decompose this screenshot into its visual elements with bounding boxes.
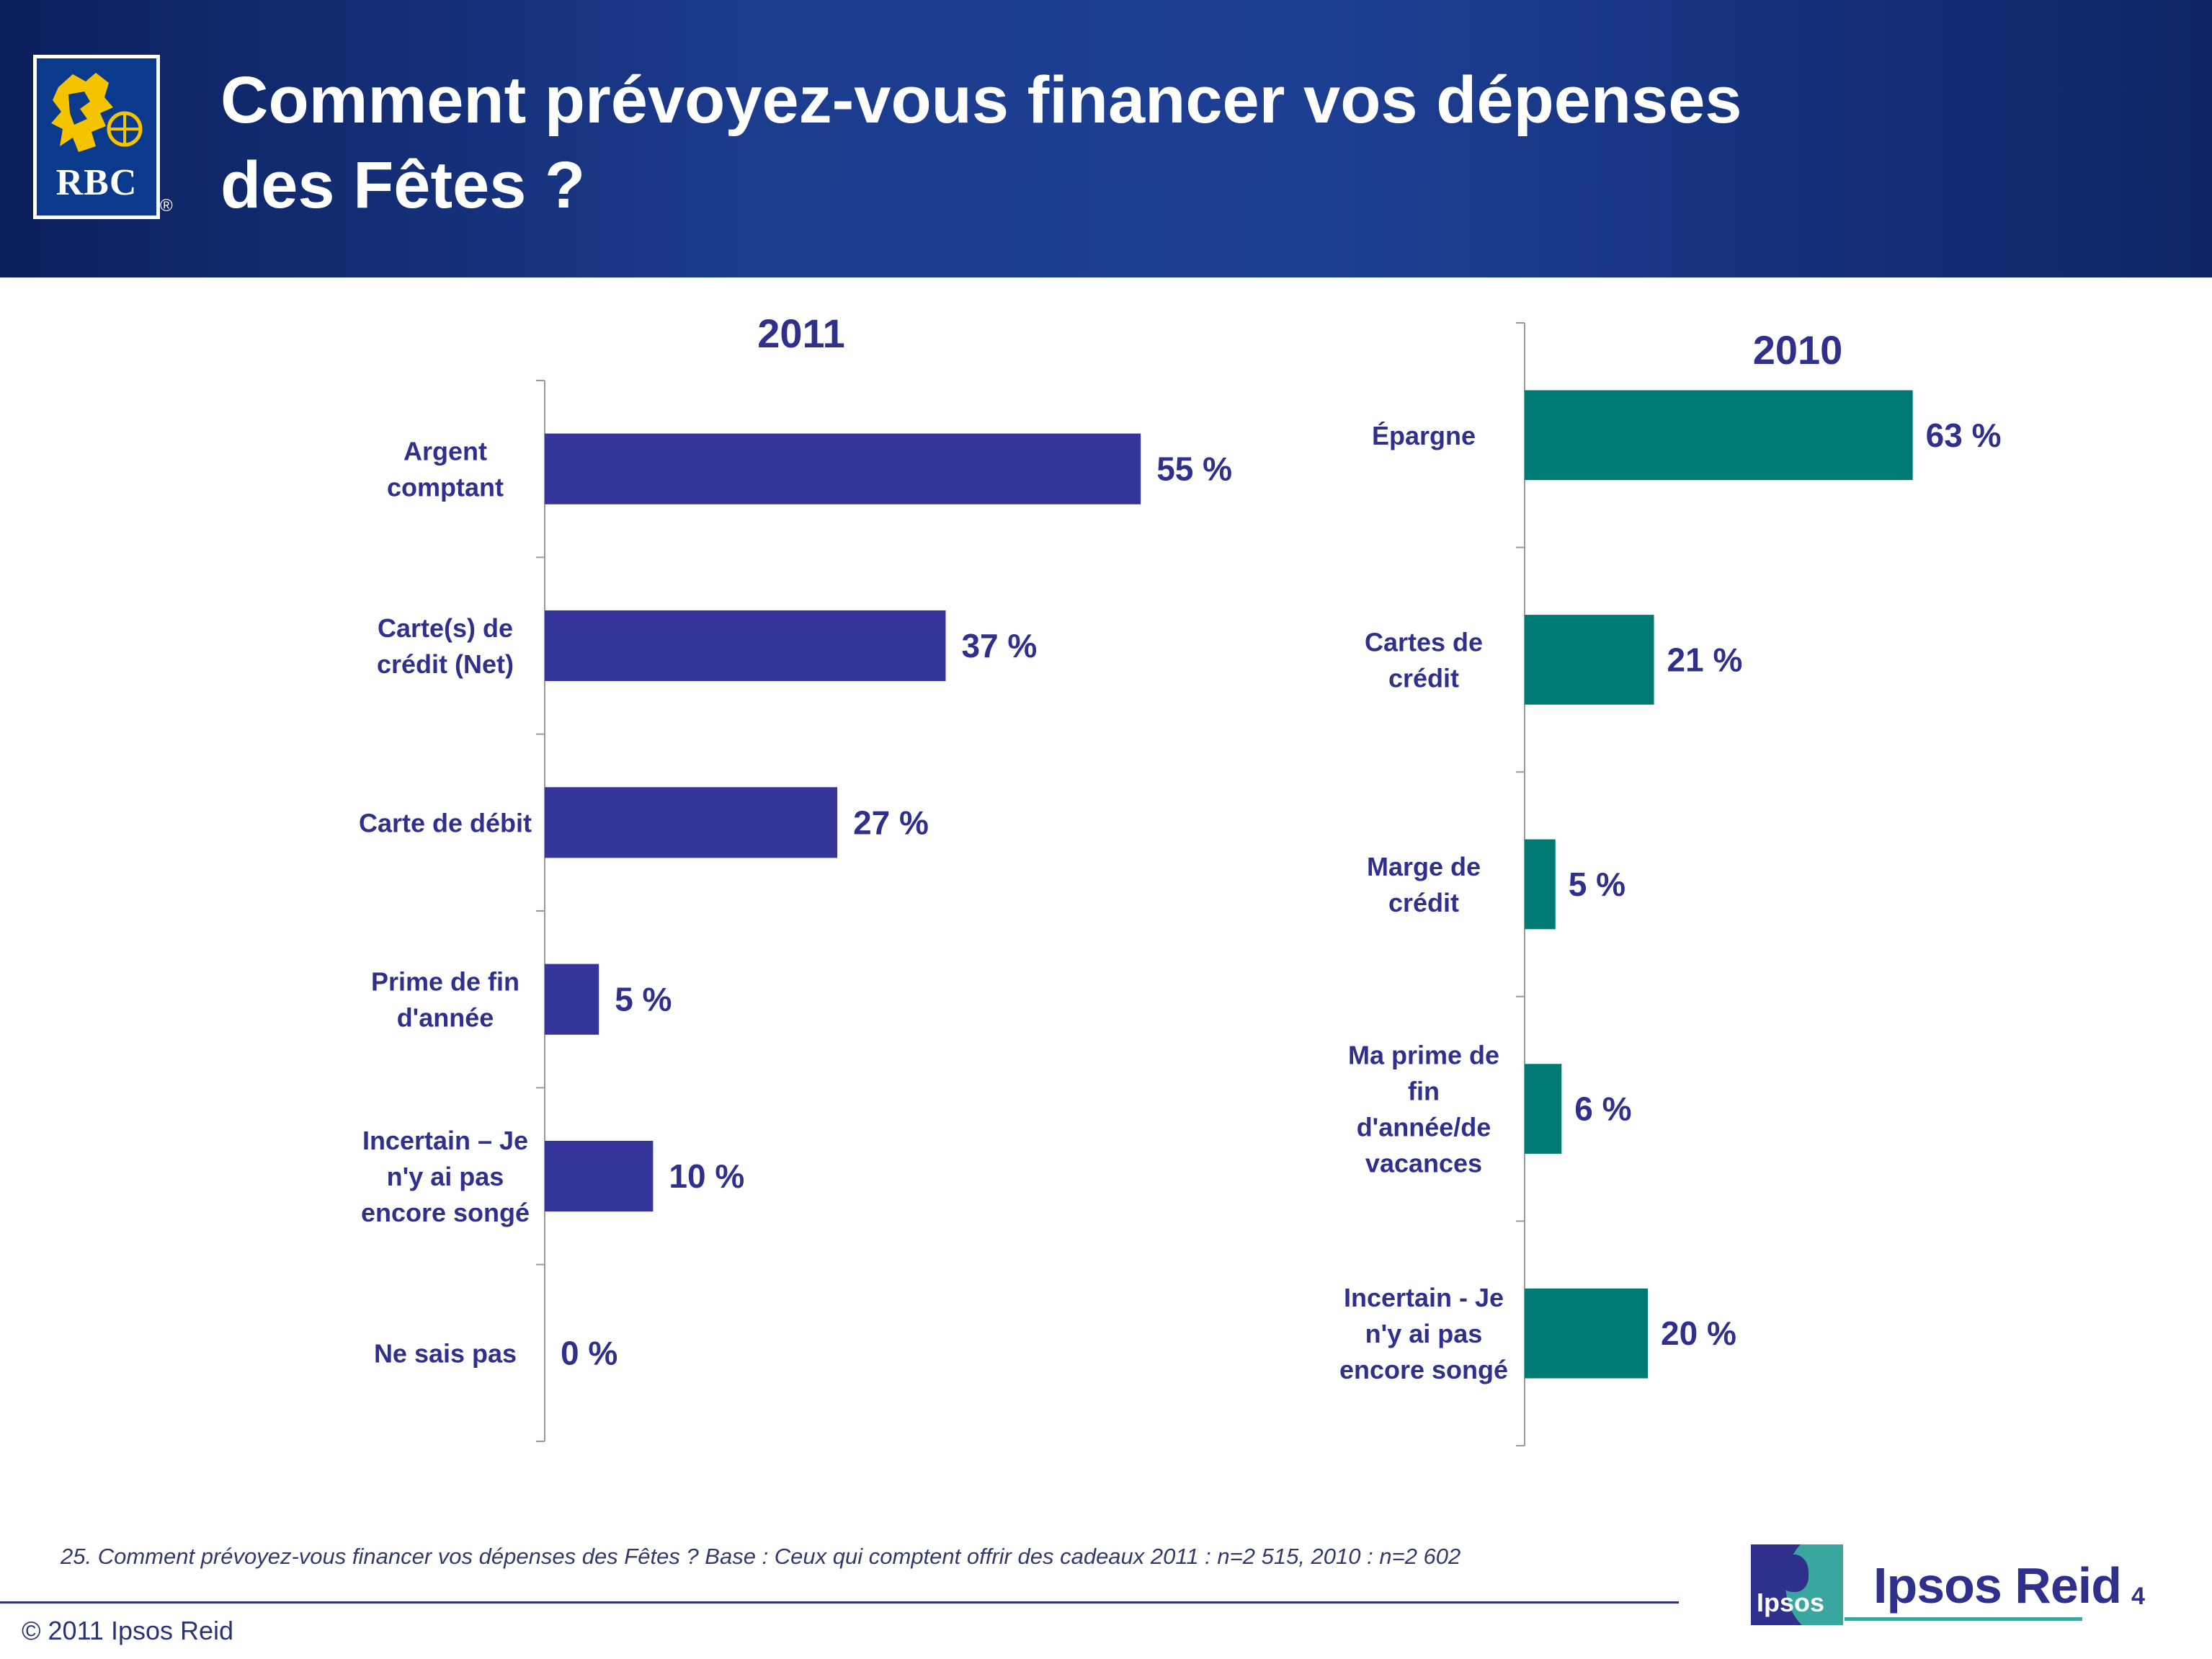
title-line-2: des Fêtes ?: [220, 148, 586, 222]
category-label: Ma prime de fin d'année/de vacances: [1348, 1041, 1499, 1178]
category-label-line: crédit (Net): [377, 649, 514, 679]
page-number: 4: [2131, 1583, 2145, 1610]
bar: [1525, 1064, 1562, 1154]
data-label: 10 %: [669, 1157, 744, 1195]
category-label-line: Incertain - Je: [1344, 1283, 1504, 1312]
bar: [545, 433, 1141, 504]
category-label: Marge de crédit: [1367, 852, 1481, 917]
category-label: Épargne: [1372, 421, 1476, 450]
category-label: Argent comptant: [387, 437, 504, 502]
data-label: 27 %: [853, 804, 929, 841]
category-label: Carte(s) de crédit (Net): [377, 613, 514, 679]
category-label: Carte de débit: [359, 808, 532, 837]
category-label: Prime de fin d'année: [371, 967, 519, 1033]
category-label-line: fin: [1408, 1077, 1440, 1106]
header-banner: RBC ® Comment prévoyez-vous financer vos…: [0, 0, 2212, 277]
footnote: 25. Comment prévoyez-vous financer vos d…: [61, 1544, 1461, 1569]
data-label: 0 %: [561, 1334, 617, 1371]
bar: [545, 1140, 654, 1212]
category-label-line: Prime de fin: [371, 967, 519, 997]
bar: [545, 610, 946, 682]
chart-title-0: 2011: [757, 311, 845, 356]
logo-text: RBC: [55, 162, 138, 203]
bar: [1525, 390, 1913, 481]
category-label-line: Carte(s) de: [378, 613, 513, 643]
category-label-line: d'année: [397, 1003, 494, 1033]
rbc-lion-icon: [51, 73, 143, 152]
bar-charts: 2011 55 % Argent comptant 37 % Carte(s) de cré…: [359, 311, 2002, 1446]
category-label-line: comptant: [387, 473, 504, 502]
category-label-line: vacances: [1365, 1149, 1482, 1178]
data-label: 5 %: [1569, 866, 1625, 903]
category-label: Cartes de crédit: [1365, 627, 1483, 693]
category-label-line: Cartes de: [1365, 627, 1483, 657]
ipsos-logo-text: Ipsos: [1757, 1588, 1825, 1617]
data-label: 63 %: [1926, 417, 2002, 454]
category-label-line: Épargne: [1372, 421, 1476, 450]
page-title: Comment prévoyez-vous financer vos dépen…: [220, 58, 2094, 228]
category-label-line: Ma prime de: [1348, 1041, 1499, 1070]
category-label-line: Carte de débit: [359, 808, 532, 837]
category-label-line: Argent: [403, 437, 487, 466]
category-label-line: crédit: [1388, 888, 1459, 917]
title-line-1: Comment prévoyez-vous financer vos dépen…: [220, 63, 1742, 137]
bar: [1525, 615, 1654, 705]
bar: [1525, 1288, 1648, 1379]
copyright: © 2011 Ipsos Reid: [22, 1616, 234, 1645]
category-label-line: d'année/de: [1357, 1113, 1491, 1142]
category-label-line: n'y ai pas: [387, 1162, 504, 1191]
ipsos-reid-wordmark: Ipsos Reid: [1873, 1557, 2122, 1614]
category-label-line: encore songé: [361, 1198, 530, 1227]
ipsos-logo: Ipsos: [1751, 1544, 1843, 1625]
category-label: Incertain - Je n'y ai pas encore songé: [1339, 1283, 1508, 1384]
rbc-logo: RBC: [33, 55, 160, 219]
category-label-line: Incertain – Je: [362, 1126, 528, 1155]
registered-mark: ®: [160, 196, 173, 215]
category-label-line: Marge de: [1367, 852, 1481, 881]
category-label: Incertain – Je n'y ai pas encore songé: [361, 1126, 530, 1227]
category-label-line: Ne sais pas: [374, 1338, 517, 1368]
ipsos-head-icon: [1777, 1555, 1809, 1592]
category-label-line: crédit: [1388, 663, 1459, 693]
data-label: 55 %: [1156, 450, 1232, 488]
data-label: 21 %: [1667, 641, 1743, 678]
data-label: 5 %: [615, 981, 672, 1018]
bar: [545, 787, 838, 858]
data-label: 37 %: [961, 627, 1037, 664]
bar: [545, 964, 599, 1035]
category-label-line: encore songé: [1339, 1355, 1508, 1384]
bar: [1525, 839, 1556, 930]
footer-divider: [0, 1601, 1679, 1604]
chart-title-1: 2010: [1753, 327, 1843, 373]
data-label: 20 %: [1661, 1315, 1736, 1352]
category-label-line: n'y ai pas: [1365, 1319, 1483, 1348]
ipsos-underline: [1845, 1617, 2082, 1621]
data-label: 6 %: [1574, 1090, 1631, 1128]
category-label: Ne sais pas: [374, 1338, 517, 1368]
